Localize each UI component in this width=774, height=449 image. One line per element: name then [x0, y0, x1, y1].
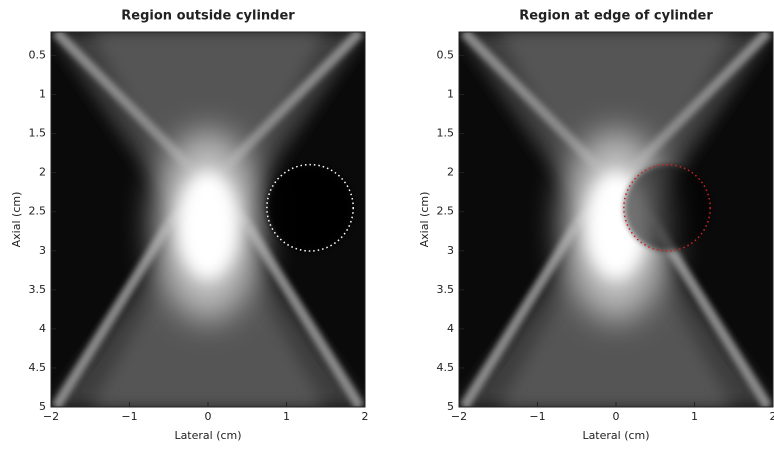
- y-tick-label: 1.5: [437, 127, 455, 140]
- y-tick-label: 5: [39, 400, 46, 413]
- y-tick-label: 4: [447, 322, 454, 335]
- y-tick-label: 3.5: [437, 283, 455, 296]
- y-tick-label: 1: [39, 88, 46, 101]
- x-axis-label: Lateral (cm): [174, 429, 241, 442]
- y-tick-label: 1: [447, 88, 454, 101]
- cylinder-interior: [624, 165, 710, 251]
- y-tick-label: 2: [39, 166, 46, 179]
- y-tick-label: 4: [39, 322, 46, 335]
- y-tick-label: 3: [39, 244, 46, 257]
- chart-title: Region outside cylinder: [121, 9, 295, 24]
- x-tick-label: 1: [283, 410, 290, 423]
- x-tick-label: 0: [613, 410, 620, 423]
- cylinder-interior: [267, 165, 353, 251]
- x-tick-label: 2: [362, 410, 369, 423]
- y-tick-label: 3.5: [29, 283, 47, 296]
- y-tick-label: 2.5: [29, 205, 47, 218]
- x-tick-label: −1: [121, 410, 137, 423]
- x-axis-label: Lateral (cm): [582, 429, 649, 442]
- y-tick-label: 3: [447, 244, 454, 257]
- image: [459, 32, 773, 407]
- y-tick-label: 2.5: [437, 205, 455, 218]
- focal-core: [177, 171, 240, 281]
- y-tick-label: 1.5: [29, 127, 47, 140]
- y-tick-label: 0.5: [437, 48, 455, 61]
- y-tick-label: 2: [447, 166, 454, 179]
- x-tick-label: 0: [205, 410, 212, 423]
- y-tick-label: 4.5: [29, 361, 47, 374]
- x-tick-label: 1: [691, 410, 698, 423]
- y-tick-label: 0.5: [29, 48, 47, 61]
- y-tick-label: 4.5: [437, 361, 455, 374]
- chart-title: Region at edge of cylinder: [519, 9, 713, 24]
- y-axis-label: Axial (cm): [10, 192, 23, 248]
- y-tick-label: 5: [447, 400, 454, 413]
- y-axis-label: Axial (cm): [418, 192, 431, 248]
- x-tick-label: −1: [529, 410, 545, 423]
- x-tick-label: 2: [770, 410, 774, 423]
- image: [51, 32, 365, 407]
